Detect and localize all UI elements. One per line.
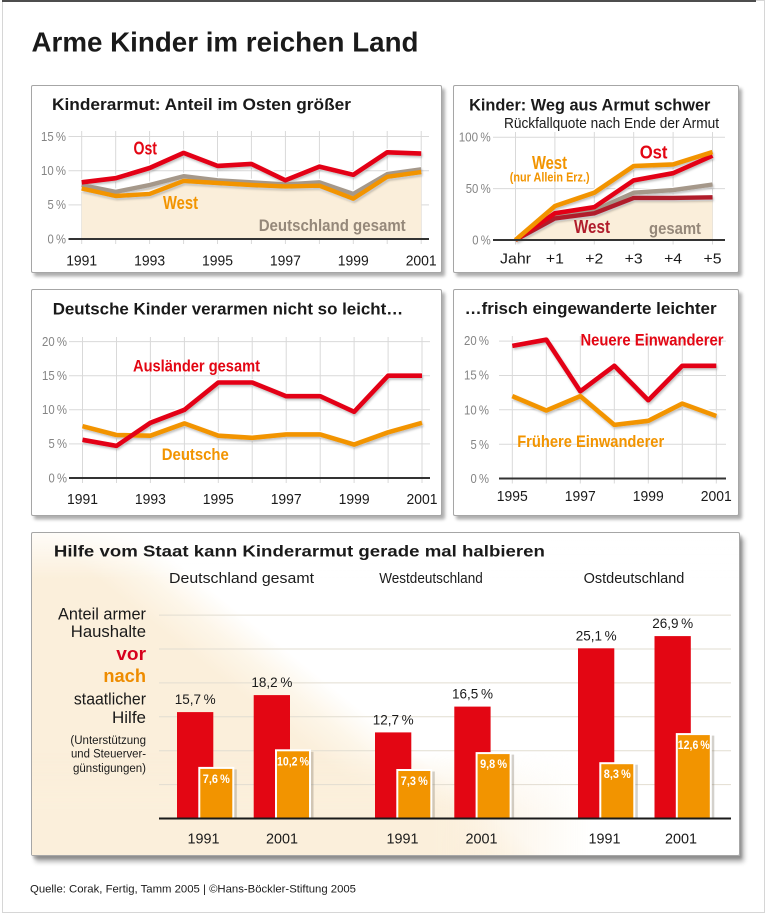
svg-text:15 %: 15 % <box>41 129 66 143</box>
svg-text:1993: 1993 <box>135 491 166 508</box>
svg-text:Jahr: Jahr <box>500 250 531 267</box>
svg-text:8,3 %: 8,3 % <box>604 767 631 781</box>
svg-text:…frisch eingewanderte leichter: …frisch eingewanderte leichter <box>465 299 717 318</box>
svg-text:Hilfe: Hilfe <box>112 709 146 727</box>
svg-text:1991: 1991 <box>188 830 220 847</box>
svg-text:10 %: 10 % <box>41 164 66 178</box>
svg-text:2001: 2001 <box>407 491 438 508</box>
svg-text:5 %: 5 % <box>49 437 68 451</box>
svg-text:Neuere Einwanderer: Neuere Einwanderer <box>581 331 724 350</box>
svg-text:+3: +3 <box>625 250 643 267</box>
svg-text:12,6 %: 12,6 % <box>678 738 710 752</box>
svg-text:0 %: 0 % <box>471 472 490 486</box>
svg-text:Kinder: Weg aus Armut schwer: Kinder: Weg aus Armut schwer <box>469 95 711 114</box>
svg-text:16,5 %: 16,5 % <box>452 685 493 701</box>
svg-text:1991: 1991 <box>67 491 98 508</box>
svg-text:+1: +1 <box>546 250 564 267</box>
svg-text:Westdeutschland: Westdeutschland <box>379 570 483 587</box>
svg-text:2001: 2001 <box>466 830 498 847</box>
svg-text:9,8 %: 9,8 % <box>480 757 507 771</box>
svg-text:15,7 %: 15,7 % <box>175 691 216 707</box>
svg-text:20 %: 20 % <box>464 334 489 348</box>
svg-text:und Steuerver-: und Steuerver- <box>71 748 146 760</box>
svg-text:1991: 1991 <box>66 252 97 269</box>
svg-text:vor: vor <box>116 643 146 664</box>
svg-text:7,6 %: 7,6 % <box>203 771 230 785</box>
svg-text:5 %: 5 % <box>48 198 67 212</box>
svg-text:Haushalte: Haushalte <box>71 623 146 641</box>
svg-text:Anteil armer: Anteil armer <box>58 605 146 623</box>
svg-text:18,2 %: 18,2 % <box>251 674 292 690</box>
svg-text:1991: 1991 <box>387 830 419 847</box>
svg-text:Arme Kinder im reichen Land: Arme Kinder im reichen Land <box>32 27 419 58</box>
svg-text:10 %: 10 % <box>464 404 489 418</box>
svg-text:0 %: 0 % <box>49 471 68 485</box>
svg-text:2001: 2001 <box>665 830 697 847</box>
svg-text:1995: 1995 <box>203 491 234 508</box>
svg-text:15 %: 15 % <box>464 368 489 382</box>
svg-text:Deutschland gesamt: Deutschland gesamt <box>259 216 406 235</box>
svg-text:1997: 1997 <box>565 488 596 505</box>
svg-text:Ausländer gesamt: Ausländer gesamt <box>133 357 260 376</box>
svg-text:+4: +4 <box>664 250 682 267</box>
svg-text:50 %: 50 % <box>466 181 491 195</box>
svg-text:15 %: 15 % <box>42 369 67 383</box>
svg-text:25,1 %: 25,1 % <box>576 627 617 643</box>
svg-text:26,9 %: 26,9 % <box>652 615 693 631</box>
svg-text:West: West <box>163 193 198 213</box>
svg-text:2001: 2001 <box>266 830 298 847</box>
svg-text:+2: +2 <box>585 250 603 267</box>
svg-text:1999: 1999 <box>339 491 370 508</box>
svg-text:1995: 1995 <box>497 488 528 505</box>
svg-text:Ost: Ost <box>134 138 158 158</box>
svg-text:günstigungen): günstigungen) <box>73 763 146 775</box>
svg-text:Deutsche: Deutsche <box>162 445 229 464</box>
svg-text:0 %: 0 % <box>472 233 491 247</box>
svg-text:gesamt: gesamt <box>649 219 701 238</box>
svg-text:1991: 1991 <box>589 830 621 847</box>
svg-text:1999: 1999 <box>633 488 664 505</box>
svg-text:1999: 1999 <box>338 252 369 269</box>
svg-text:Ost: Ost <box>640 142 668 162</box>
svg-text:10,2 %: 10,2 % <box>277 754 309 768</box>
svg-text:7,3 %: 7,3 % <box>401 774 428 788</box>
svg-text:5 %: 5 % <box>471 438 490 452</box>
svg-text:Rückfallquote nach Ende der Ar: Rückfallquote nach Ende der Armut <box>504 116 719 132</box>
svg-text:12,7 %: 12,7 % <box>373 711 414 727</box>
svg-text:1993: 1993 <box>134 252 165 269</box>
svg-text:2001: 2001 <box>701 488 732 505</box>
svg-text:0 %: 0 % <box>48 232 67 246</box>
svg-text:100 %: 100 % <box>459 130 491 144</box>
svg-text:2001: 2001 <box>406 252 437 269</box>
svg-text:(Unterstützung: (Unterstützung <box>70 735 146 747</box>
svg-text:nach: nach <box>103 665 146 686</box>
svg-text:Hilfe vom Staat kann Kinderarm: Hilfe vom Staat kann Kinderarmut gerade … <box>54 543 545 560</box>
svg-text:10 %: 10 % <box>42 403 67 417</box>
svg-text:West: West <box>574 217 610 237</box>
svg-text:Ostdeutschland: Ostdeutschland <box>584 570 685 587</box>
svg-text:1997: 1997 <box>271 491 302 508</box>
svg-text:staatlicher: staatlicher <box>74 690 147 708</box>
svg-text:+5: +5 <box>704 250 722 267</box>
svg-text:West: West <box>532 153 567 173</box>
svg-text:(nur Allein Erz.): (nur Allein Erz.) <box>510 170 590 184</box>
svg-text:Kinderarmut: Anteil im Osten g: Kinderarmut: Anteil im Osten größer <box>52 95 351 114</box>
svg-text:1995: 1995 <box>202 252 233 269</box>
svg-text:Quelle: Corak, Fertig, Tamm 20: Quelle: Corak, Fertig, Tamm 2005 | ©Hans… <box>30 884 356 896</box>
svg-text:20 %: 20 % <box>42 335 67 349</box>
svg-text:Frühere Einwanderer: Frühere Einwanderer <box>517 432 664 451</box>
svg-text:Deutsche Kinder verarmen nicht: Deutsche Kinder verarmen nicht so leicht… <box>53 299 404 318</box>
svg-text:Deutschland gesamt: Deutschland gesamt <box>169 570 315 587</box>
svg-text:1997: 1997 <box>270 252 301 269</box>
